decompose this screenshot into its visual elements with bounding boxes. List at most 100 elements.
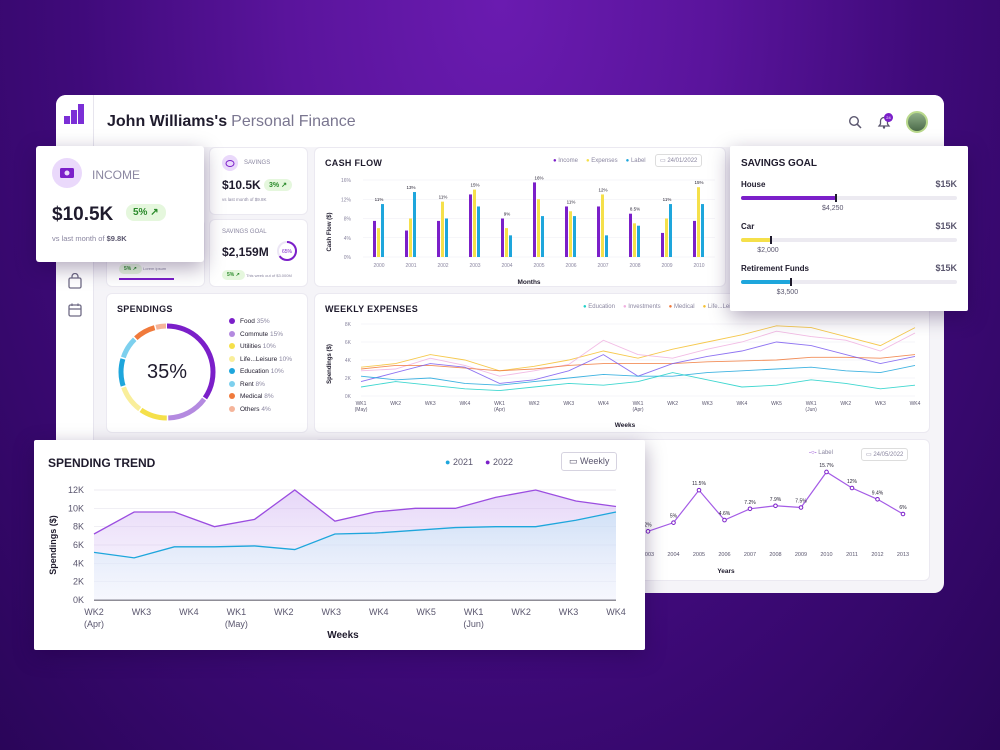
cash-flow-date-picker[interactable]: ▭ 24/01/2022 — [655, 154, 703, 167]
y-tick-label: 0% — [344, 255, 352, 261]
bar-income — [437, 220, 440, 257]
yearly-date-picker[interactable]: ▭ 24/05/2022 — [861, 448, 909, 461]
goal-track — [741, 196, 957, 200]
y-tick-label: 6K — [73, 540, 84, 550]
x-tick-sublabel: (Jun) — [463, 619, 484, 629]
bar-label — [701, 204, 704, 257]
x-tick-label: WK5 — [771, 401, 782, 407]
y-tick-label: 6K — [345, 340, 352, 346]
bar-label — [509, 235, 512, 257]
weekly-series-line — [360, 354, 916, 372]
x-tick-label: 2006 — [565, 263, 576, 269]
x-tick-label: WK2 — [840, 401, 851, 407]
x-tick-label: 2010 — [820, 552, 832, 558]
spendings-item-pct: 10% — [270, 368, 284, 375]
weekly-series-line — [360, 341, 916, 384]
goal-change: 5% — [227, 272, 235, 278]
trend-up-icon: ↗ — [235, 272, 240, 278]
search-icon[interactable] — [848, 115, 862, 129]
yearly-point — [875, 496, 880, 502]
x-tick-label: 2005 — [693, 552, 705, 558]
x-tick-label: 2011 — [846, 552, 858, 558]
y-tick-label: 4% — [344, 236, 352, 242]
goal-progress-ring: 65% — [277, 241, 297, 261]
x-tick-sublabel: (Jun) — [805, 407, 817, 413]
x-tick-label: WK2 — [274, 607, 294, 617]
savings-label: SAVINGS — [244, 160, 271, 166]
yearly-point — [722, 517, 727, 523]
donut-center-value: 35% — [147, 361, 187, 383]
weekly-chart: Spendings ($) Weeks 0K2K4K6K8KWK1(May)WK… — [327, 322, 921, 429]
bar-expenses — [601, 194, 604, 257]
yearly-point — [849, 485, 855, 491]
legend-dot — [229, 368, 235, 374]
spendings-item-name: Rent — [240, 380, 254, 388]
spendings-item-name: Education — [240, 368, 269, 375]
donut-segment — [118, 323, 216, 421]
spendings-legend-item: Education 10% — [229, 368, 292, 375]
bar-expenses — [537, 199, 540, 257]
y-tick-label: 12% — [341, 197, 352, 203]
bar-expenses — [633, 223, 636, 257]
hidden-change: 5% — [124, 266, 132, 272]
goal-sub: This week out of $3.000M — [246, 273, 292, 278]
bar-income — [629, 213, 632, 257]
x-tick-label: WK1 — [464, 607, 484, 617]
goal-target: $15K — [935, 179, 957, 189]
bar-label — [541, 216, 544, 257]
x-tick-label: 2002 — [437, 263, 448, 269]
x-tick-sublabel: (May) — [225, 619, 248, 629]
goal-marker — [789, 278, 792, 286]
yearly-data-label: 7.5% — [795, 499, 807, 505]
calendar-icon[interactable] — [67, 302, 83, 318]
bar-data-label: 9% — [504, 212, 511, 217]
legend-2022-label: 2022 — [492, 457, 513, 467]
bar-data-label: 11% — [439, 195, 448, 200]
goal-current: $3,500 — [776, 289, 799, 296]
yearly-point — [773, 503, 778, 509]
goal-fill — [741, 280, 791, 284]
bar-income — [469, 194, 472, 257]
calendar-icon: ▭ — [660, 158, 666, 164]
spendings-legend: Food 35% Commute 15% Utilities 10% Life...L… — [229, 318, 292, 418]
yearly-point — [696, 487, 702, 493]
goal-current: $2,000 — [757, 247, 779, 254]
yearly-point — [747, 506, 753, 512]
yearly-data-label: 11.5% — [692, 481, 706, 487]
goal-fill — [741, 196, 837, 200]
weekly-title: WEEKLY EXPENSES — [325, 304, 419, 314]
spendings-legend-item: Life...Leisure 10% — [229, 355, 292, 363]
cash-flow-title: CASH FLOW — [325, 158, 383, 168]
yearly-data-label: 5% — [670, 514, 678, 520]
x-tick-label: 2008 — [769, 552, 781, 558]
cash-flow-ylabel: Cash Flow ($) — [327, 212, 333, 251]
spendings-item-pct: 8% — [264, 393, 274, 400]
period-select[interactable]: ▭ Weekly — [561, 452, 618, 471]
goal-fill — [741, 238, 772, 242]
spending-trend-xlabel: Weeks — [327, 630, 359, 641]
avatar[interactable] — [906, 111, 928, 133]
app-logo[interactable] — [64, 104, 86, 124]
bar-expenses — [697, 187, 700, 257]
savings-goal-title: SAVINGS GOAL — [741, 158, 817, 169]
hidden-progress — [119, 278, 174, 280]
bar-expenses — [441, 201, 444, 257]
bar-expenses — [377, 228, 380, 257]
line-2022 — [93, 489, 617, 535]
income-change-badge: 5% ↗ — [126, 204, 166, 221]
weekly-legend-item: ● Education — [583, 304, 615, 310]
spendings-legend-item: Food 35% — [229, 318, 292, 325]
goal-marker — [835, 194, 838, 202]
cash-flow-chart: Cash Flow ($) Months 0% 4% 8% 12% 16% 11% 2000… — [327, 175, 715, 286]
x-tick-label: 2005 — [533, 263, 544, 269]
spendings-item-pct: 35% — [256, 318, 270, 325]
bar-income — [373, 220, 376, 257]
goal-current: $4,250 — [822, 205, 844, 212]
weekly-legend-label: Life...Leisure — [707, 304, 743, 310]
savings-goal-item: Car $15K $2,000 — [741, 221, 957, 262]
legend-income: ● Income — [553, 158, 578, 164]
notification-badge: 24 — [884, 113, 893, 122]
shopping-bag-icon[interactable] — [67, 273, 83, 289]
weekly-legend-label: Education — [588, 304, 615, 310]
title-app: Personal Finance — [231, 113, 356, 130]
